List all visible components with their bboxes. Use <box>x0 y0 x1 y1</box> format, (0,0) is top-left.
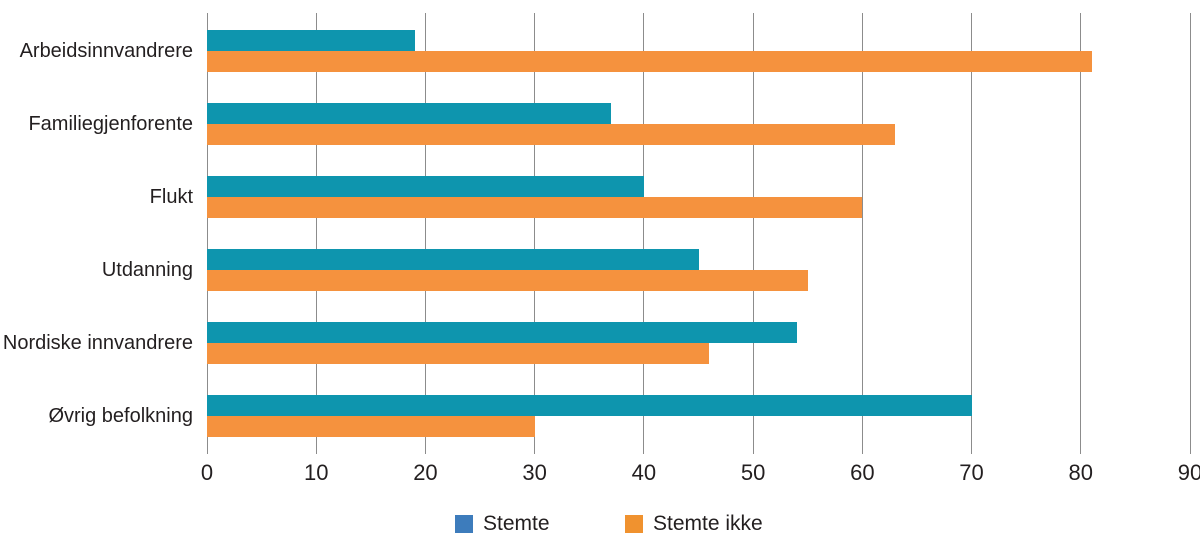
axis-tick-90 <box>1189 437 1191 454</box>
gridline-50 <box>752 13 754 437</box>
legend-swatch-stemte <box>455 515 473 533</box>
bar-stemte-flukt <box>207 176 644 197</box>
legend-item-stemte: Stemte <box>455 512 550 536</box>
legend-label-stemte: Stemte <box>483 512 550 535</box>
x-tick-label-0: 0 <box>200 460 214 485</box>
bar-stemte-familiegjenforente <box>207 103 612 124</box>
gridline-0 <box>206 13 208 437</box>
legend: Stemte Stemte ikke <box>0 512 1200 538</box>
x-tick-label-10: 10 <box>303 460 329 485</box>
bar-stemte-arbeidsinnvandrere <box>207 30 415 51</box>
axis-tick-20 <box>424 437 426 454</box>
bar-stemte-ikke-familiegjenforente <box>207 124 896 145</box>
gridline-60 <box>861 13 863 437</box>
x-tick-label-90: 90 <box>1177 460 1200 485</box>
axis-tick-10 <box>315 437 317 454</box>
gridline-20 <box>424 13 426 437</box>
x-tick-label-60: 60 <box>850 460 875 485</box>
x-tick-label-40: 40 <box>631 460 657 485</box>
x-tick-label-80: 80 <box>1068 460 1093 485</box>
x-tick-label-20: 20 <box>413 460 438 485</box>
axis-tick-60 <box>861 437 863 454</box>
gridline-90 <box>1189 13 1191 437</box>
x-tick-label-50: 50 <box>740 460 766 485</box>
bar-stemte-ikke-ovrig-befolkning <box>207 416 535 437</box>
legend-swatch-stemte-ikke <box>625 515 643 533</box>
plot-area <box>206 13 1191 437</box>
axis-tick-70 <box>971 437 973 454</box>
category-label-nordiske-innvandrere: Nordiske innvandrere <box>2 331 193 354</box>
bar-stemte-ikke-arbeidsinnvandrere <box>207 51 1092 72</box>
category-label-ovrig-befolkning: Øvrig befolkning <box>48 404 193 427</box>
x-tick-label-30: 30 <box>522 460 547 485</box>
bar-stemte-ovrig-befolkning <box>207 395 972 416</box>
category-label-familiegjenforente: Familiegjenforente <box>28 112 193 135</box>
legend-label-stemte-ikke: Stemte ikke <box>653 512 763 535</box>
gridline-40 <box>643 13 645 437</box>
bar-stemte-nordiske-innvandrere <box>207 322 797 343</box>
x-tick-label-70: 70 <box>959 460 984 485</box>
bar-stemte-ikke-utdanning <box>207 270 808 291</box>
category-label-flukt: Flukt <box>149 185 193 208</box>
category-label-arbeidsinnvandrere: Arbeidsinnvandrere <box>19 39 193 62</box>
legend-item-stemte-ikke: Stemte ikke <box>625 512 763 536</box>
category-label-utdanning: Utdanning <box>101 258 193 281</box>
axis-tick-80 <box>1080 437 1082 454</box>
gridline-30 <box>534 13 536 437</box>
bar-stemte-utdanning <box>207 249 699 270</box>
gridline-10 <box>315 13 317 437</box>
gridline-70 <box>971 13 973 437</box>
axis-tick-40 <box>643 437 645 454</box>
bar-stemte-ikke-flukt <box>207 197 863 218</box>
axis-tick-30 <box>534 437 536 454</box>
gridline-80 <box>1080 13 1082 437</box>
bar-stemte-ikke-nordiske-innvandrere <box>207 343 710 364</box>
axis-tick-0 <box>206 437 208 454</box>
axis-tick-50 <box>752 437 754 454</box>
